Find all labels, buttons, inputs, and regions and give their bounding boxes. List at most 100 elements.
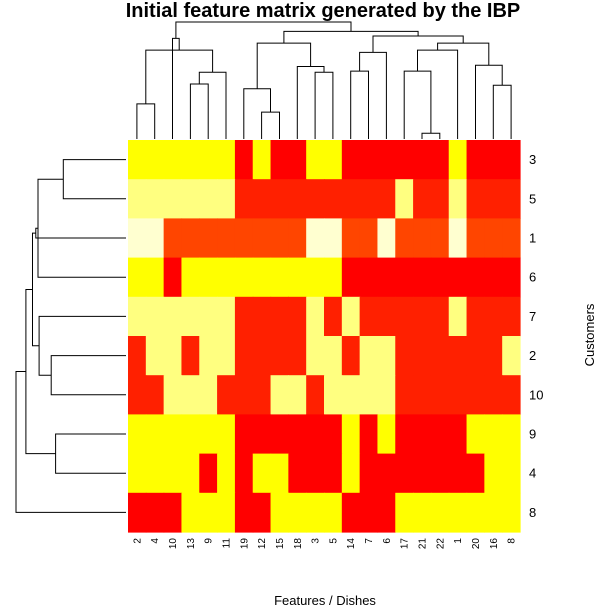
heatmap-cell — [341, 336, 361, 376]
heatmap-cell — [395, 218, 414, 259]
heatmap-cell — [128, 218, 147, 259]
heatmap-cell — [359, 453, 379, 494]
heatmap-cell — [395, 492, 414, 533]
heatmap-cell — [377, 296, 396, 337]
row-tick-label: 10 — [529, 387, 543, 402]
heatmap-cell — [199, 296, 218, 337]
heatmap-cell — [466, 453, 485, 494]
heatmap-cell — [413, 414, 432, 455]
heatmap-cell — [128, 414, 147, 455]
heatmap-cell — [484, 453, 503, 494]
heatmap-cell — [341, 140, 361, 180]
heatmap-cell — [466, 257, 485, 298]
heatmap-cell — [199, 179, 218, 219]
heatmap-cell — [217, 414, 236, 455]
heatmap-cell — [234, 336, 254, 376]
heatmap-cell — [252, 140, 272, 180]
heatmap-cell — [395, 375, 414, 415]
dendrogram-branch — [62, 159, 126, 200]
heatmap-cell — [270, 336, 289, 376]
heatmap-cell — [234, 140, 254, 180]
column-tick-label: 12 — [257, 538, 268, 550]
column-tick-label: 11 — [222, 538, 233, 549]
heatmap-cell — [448, 179, 468, 219]
heatmap-cell — [234, 375, 254, 415]
dendrogram-branch — [243, 88, 271, 139]
heatmap-cell — [341, 257, 361, 298]
heatmap-cell — [341, 414, 361, 455]
dendrogram-branch — [475, 64, 503, 139]
heatmap-cell — [413, 492, 432, 533]
column-tick-label: 4 — [150, 538, 161, 544]
heatmap-cell — [359, 336, 379, 376]
heatmap-cell — [502, 375, 521, 415]
heatmap-cell — [502, 296, 521, 337]
heatmap-cell — [341, 218, 361, 259]
dendrogram-branch — [314, 71, 334, 139]
heatmap-cell — [252, 492, 272, 533]
row-tick-labels: 3 5 1 6 7 2 10 9 4 8 — [529, 152, 543, 520]
column-tick-labels: 2 4 10 13 9 11 19 12 15 18 3 5 14 7 6 17 21 22 1 20 16 8 — [132, 538, 517, 550]
column-tick-label: 8 — [507, 538, 518, 544]
heatmap-cell — [484, 375, 503, 415]
column-tick-label: 9 — [204, 538, 215, 544]
heatmap-cell — [306, 140, 325, 180]
heatmap-cell — [128, 296, 147, 337]
column-tick-label: 1 — [453, 538, 464, 544]
column-tick-label: 20 — [471, 538, 482, 550]
heatmap-cell — [466, 375, 485, 415]
heatmap-cell — [306, 179, 325, 219]
heatmap-cell — [413, 375, 432, 415]
heatmap-cell — [395, 453, 414, 494]
heatmap-cell — [234, 453, 254, 494]
column-dendrogram — [136, 21, 512, 139]
heatmap-cell — [341, 375, 361, 415]
heatmap-cell — [306, 257, 325, 298]
heatmap-cell — [484, 336, 503, 376]
heatmap-cell — [270, 375, 289, 415]
heatmap-cell — [359, 257, 379, 298]
heatmap-cell — [145, 453, 165, 494]
heatmap-cell — [288, 140, 307, 180]
heatmap-cell — [395, 140, 414, 180]
heatmap-cell — [306, 375, 325, 415]
heatmap-cell — [199, 140, 218, 180]
dendrogram-branch — [296, 66, 325, 139]
heatmap-cell — [217, 492, 236, 533]
heatmap-cell — [270, 257, 289, 298]
heatmap-cell — [217, 453, 236, 494]
heatmap-cell — [484, 218, 503, 259]
row-tick-label: 6 — [529, 270, 536, 285]
heatmap-cell — [128, 140, 147, 180]
heatmap-cell — [466, 179, 485, 219]
heatmap-cell — [270, 453, 289, 494]
heatmap-cell — [217, 179, 236, 219]
dendrogram-branch — [38, 315, 126, 376]
dendrogram-branch — [35, 227, 126, 239]
heatmap-cell — [377, 218, 396, 259]
heatmap-cell — [466, 218, 485, 259]
dendrogram-branch — [403, 70, 432, 139]
y-axis-label: Customers — [582, 303, 597, 366]
heatmap-cell — [163, 218, 183, 259]
heatmap-cell — [377, 257, 396, 298]
heatmap-cell — [217, 296, 236, 337]
heatmap-cell — [324, 218, 343, 259]
heatmap-cell — [145, 336, 165, 376]
heatmap-cell — [163, 453, 183, 494]
heatmap-cell — [128, 492, 147, 533]
column-tick-label: 19 — [239, 538, 250, 550]
heatmap-cell — [252, 375, 272, 415]
column-tick-label: 16 — [489, 538, 500, 550]
heatmap-cell — [234, 414, 254, 455]
heatmap-cell — [145, 296, 165, 337]
heatmap-cell — [181, 218, 200, 259]
heatmap-cell — [252, 453, 272, 494]
row-tick-label: 9 — [529, 427, 536, 442]
heatmap-cell — [234, 296, 254, 337]
heatmap-cell — [128, 375, 147, 415]
heatmap-cell — [413, 453, 432, 494]
heatmap-cell — [270, 296, 289, 337]
heatmap-cell — [413, 179, 432, 219]
